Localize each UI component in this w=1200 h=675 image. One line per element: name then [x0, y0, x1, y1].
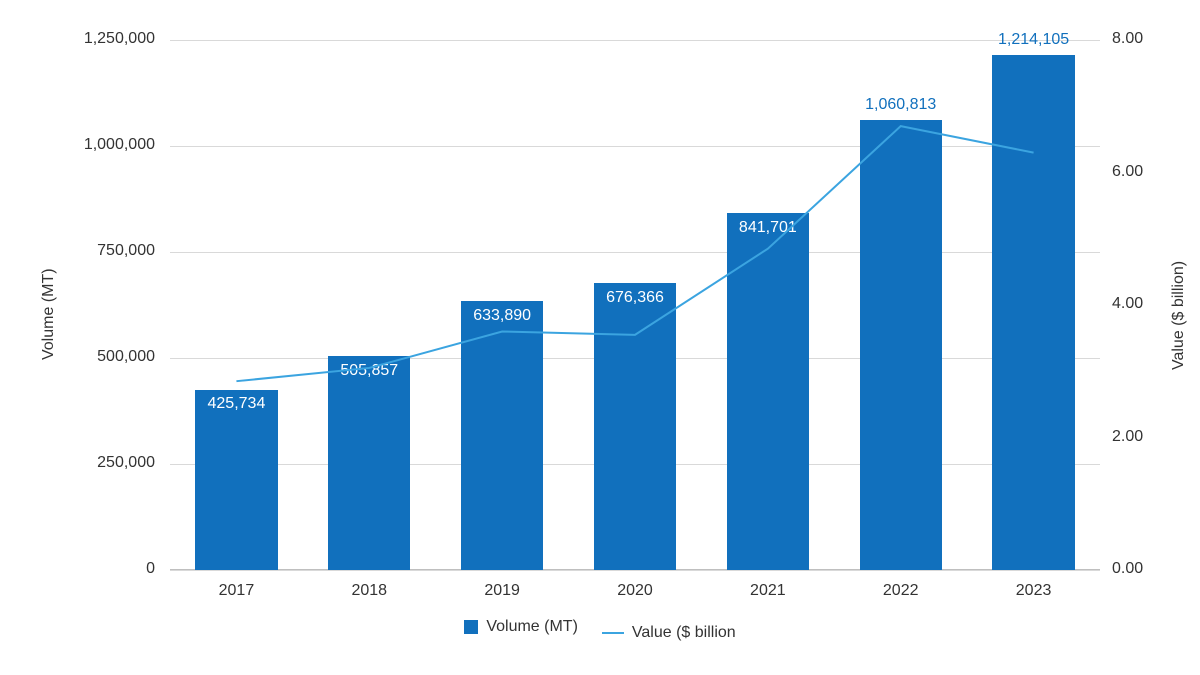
y-right-tick-label: 0.00	[1112, 560, 1143, 578]
legend-label: Volume (MT)	[486, 618, 578, 636]
legend-swatch-bar	[464, 620, 478, 634]
x-tick-label: 2023	[994, 582, 1074, 600]
legend-label: Value ($ billion	[632, 624, 736, 642]
value-line	[236, 126, 1033, 381]
x-tick-label: 2020	[595, 582, 675, 600]
y-left-tick-label: 250,000	[0, 454, 155, 472]
x-tick-label: 2018	[329, 582, 409, 600]
x-tick-label: 2022	[861, 582, 941, 600]
y-right-tick-label: 4.00	[1112, 295, 1143, 313]
y-right-title: Value ($ billion)	[1170, 261, 1188, 370]
legend-swatch-line	[602, 632, 624, 634]
y-right-tick-label: 6.00	[1112, 163, 1143, 181]
legend-item: Volume (MT)	[464, 618, 578, 636]
legend-item: Value ($ billion	[602, 624, 736, 642]
line-series	[170, 40, 1100, 570]
legend: Volume (MT) Value ($ billion	[0, 618, 1200, 642]
y-left-tick-label: 750,000	[0, 242, 155, 260]
grid-line	[170, 570, 1100, 571]
y-left-tick-label: 1,250,000	[0, 30, 155, 48]
x-tick-label: 2017	[196, 582, 276, 600]
y-right-tick-label: 2.00	[1112, 428, 1143, 446]
plot-area: 425,734505,857633,890676,366841,7011,060…	[170, 40, 1100, 570]
y-left-tick-label: 500,000	[0, 348, 155, 366]
y-left-tick-label: 1,000,000	[0, 136, 155, 154]
y-left-title: Volume (MT)	[40, 268, 58, 360]
y-right-tick-label: 8.00	[1112, 30, 1143, 48]
combo-chart: 425,734505,857633,890676,366841,7011,060…	[0, 0, 1200, 675]
y-left-tick-label: 0	[0, 560, 155, 578]
x-tick-label: 2019	[462, 582, 542, 600]
x-tick-label: 2021	[728, 582, 808, 600]
